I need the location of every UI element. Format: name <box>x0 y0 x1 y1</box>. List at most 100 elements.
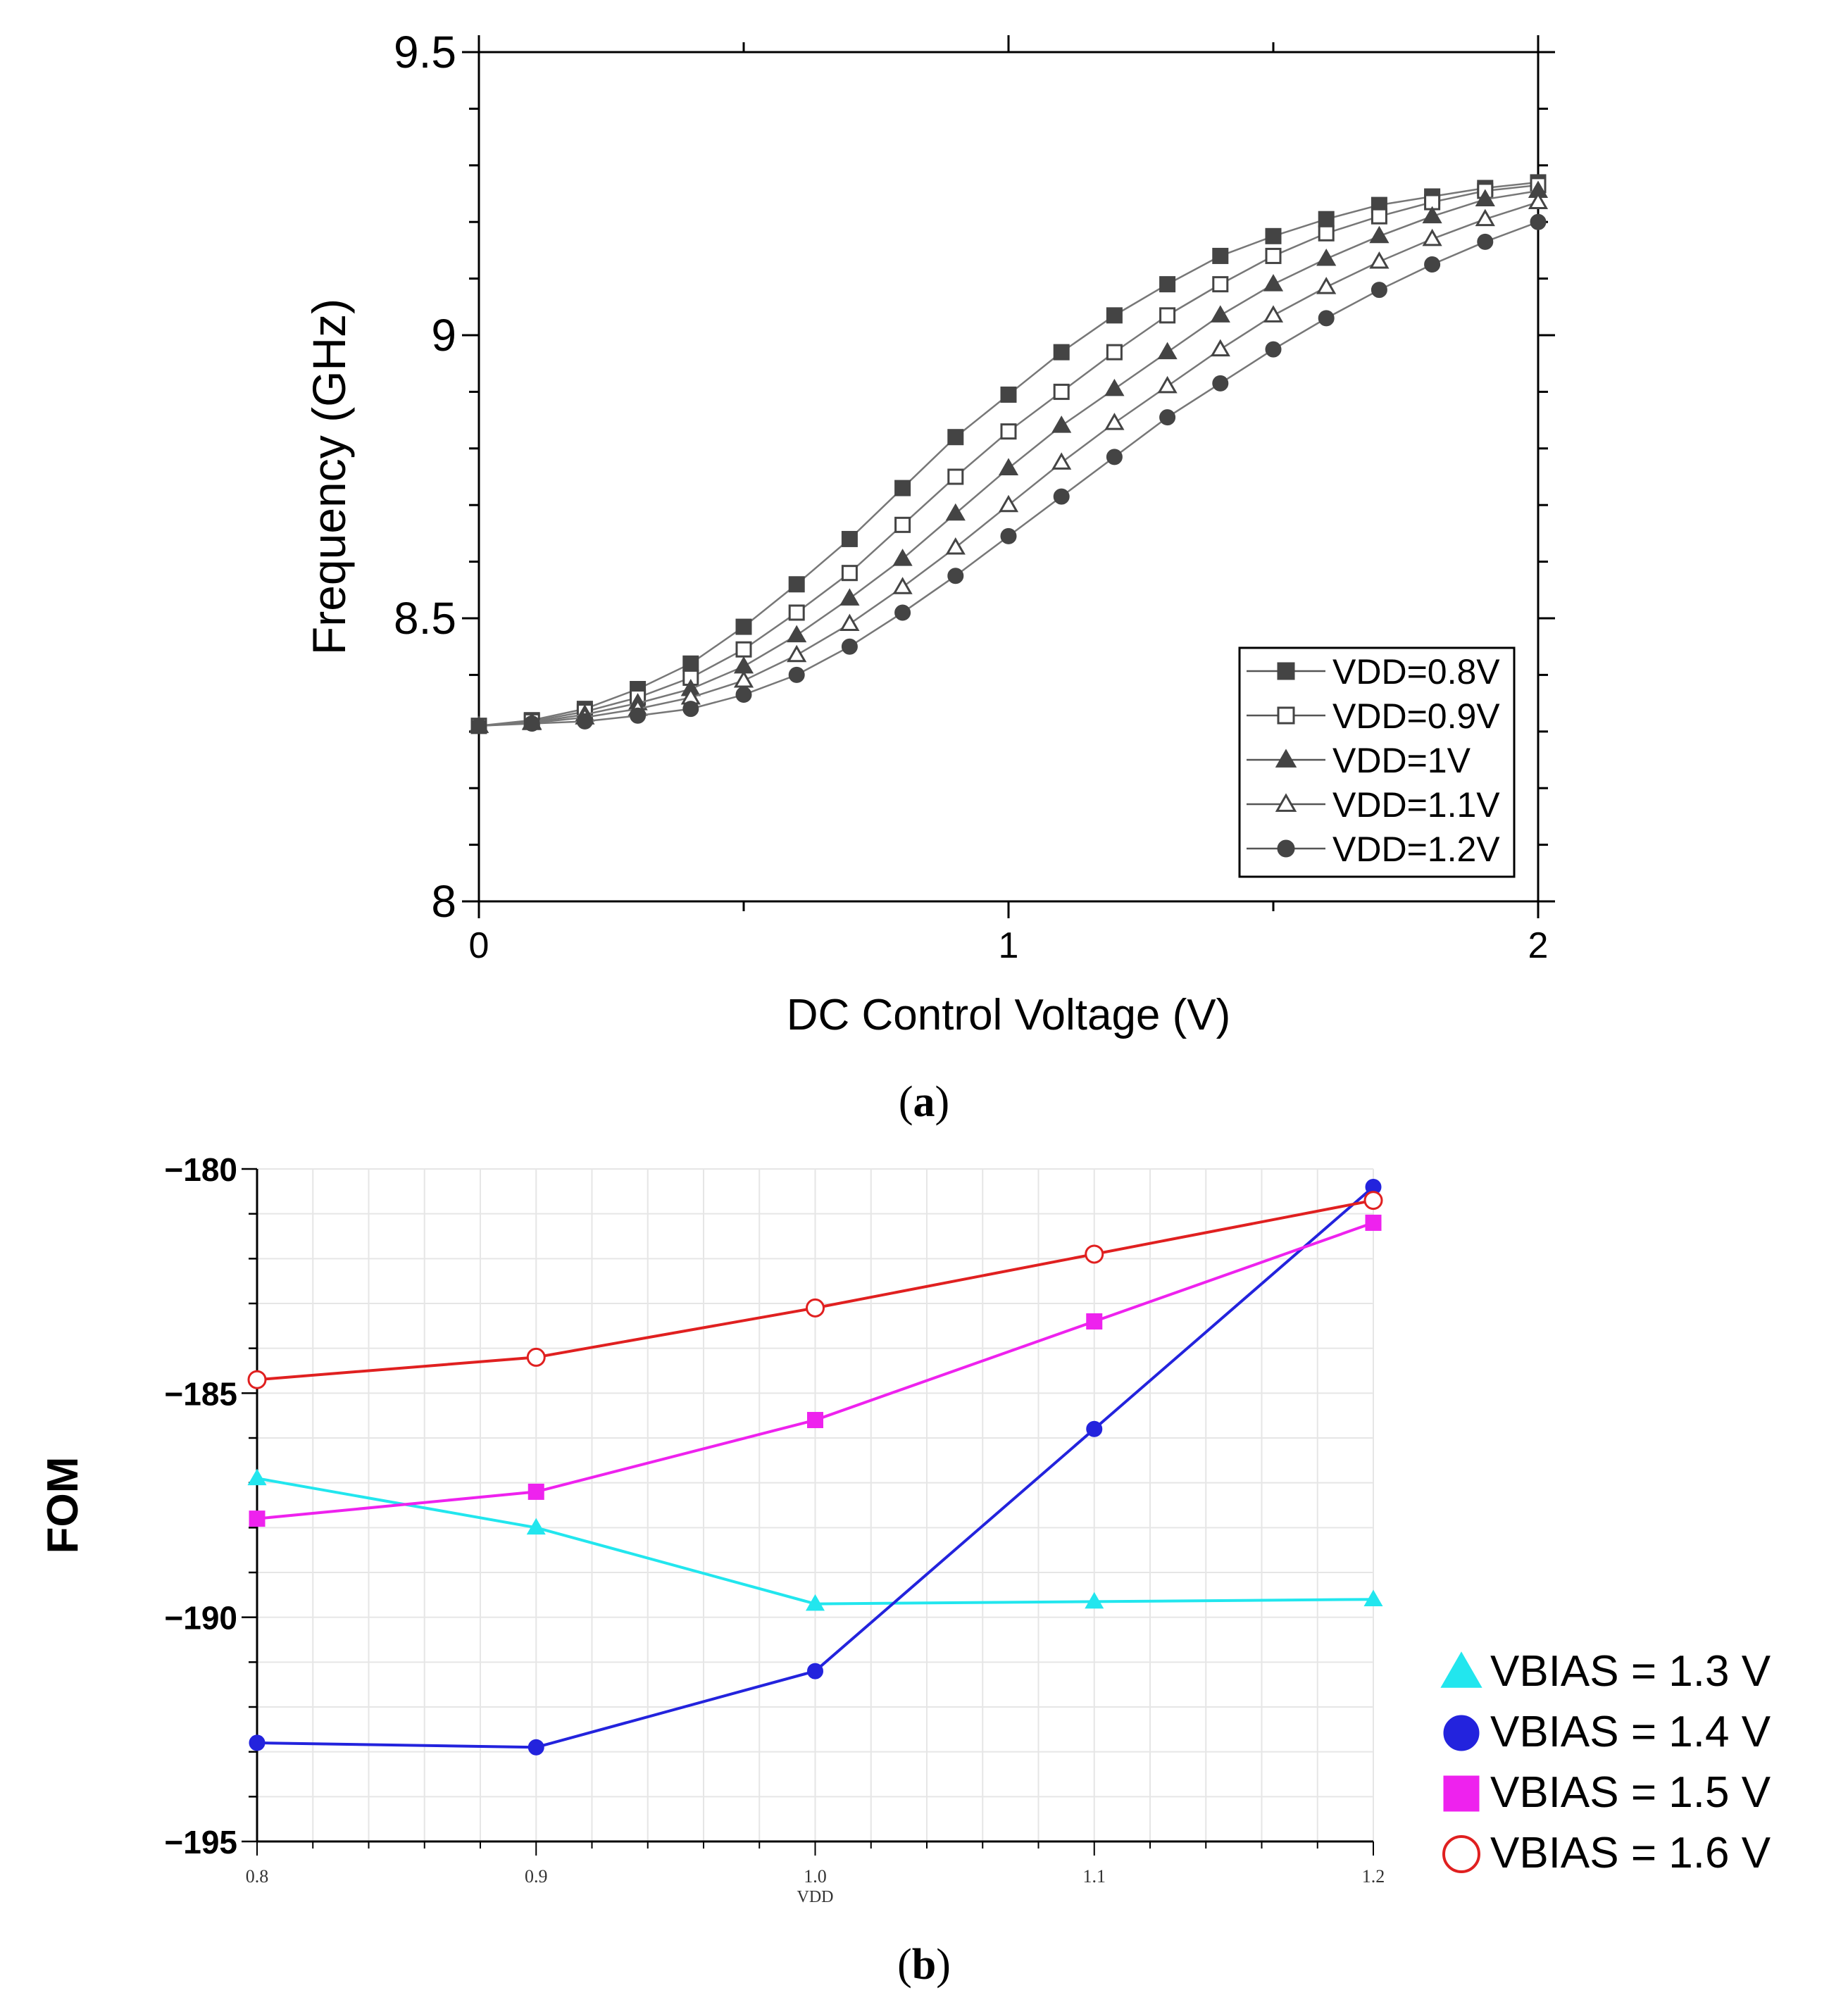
data-point-b <box>526 1518 546 1535</box>
legend-b-label: VBIAS = 1.4 V <box>1490 1707 1771 1756</box>
data-point-a <box>1051 415 1072 433</box>
data-point-a <box>1475 189 1495 207</box>
data-point-a <box>1157 342 1178 360</box>
y-tick-label-b: −195 <box>164 1824 237 1860</box>
y-axis-label-b: FOM <box>39 1457 87 1554</box>
data-point-a <box>1477 233 1494 250</box>
data-point-a <box>733 670 754 688</box>
data-point-b <box>1363 1589 1383 1607</box>
data-point-a <box>1316 248 1337 266</box>
data-point-b <box>526 1347 546 1367</box>
x-tick-label-a: 0 <box>469 925 489 966</box>
data-point-b <box>249 1510 266 1527</box>
legend-b-marker <box>1437 1646 1486 1696</box>
data-point-a <box>1263 305 1284 323</box>
legend-b-marker <box>1437 1707 1486 1756</box>
x-tick-label-b: 0.8 <box>246 1866 269 1887</box>
legend-a-label: VDD=1.2V <box>1332 830 1500 869</box>
chart-a: 8 8.5 9 9.5 0 1 2 DC Control Voltage (V) Frequen… <box>303 27 1555 1039</box>
data-point-a <box>788 604 805 621</box>
legend-a-label: VDD=1.1V <box>1332 785 1500 825</box>
data-point-b <box>805 1594 825 1611</box>
legend-b-item: VBIAS = 1.4 V <box>1437 1701 1771 1762</box>
data-point-a <box>1265 341 1282 358</box>
data-point-b <box>1363 1191 1383 1211</box>
data-point-a <box>1210 305 1230 323</box>
data-point-a <box>1422 228 1442 246</box>
data-point-a <box>894 516 911 533</box>
data-point-a <box>787 625 807 643</box>
legend-a-marker <box>1275 749 1297 768</box>
data-point-a <box>788 576 805 593</box>
legend-b-marker <box>1437 1768 1486 1817</box>
data-point-a <box>894 480 911 496</box>
data-point-a <box>1318 310 1335 327</box>
data-point-a <box>998 494 1019 513</box>
data-point-a <box>839 588 860 606</box>
data-point-a <box>576 713 593 730</box>
y-tick-label-a: 8 <box>431 876 456 927</box>
data-point-a <box>735 687 752 703</box>
data-point-a <box>1104 413 1125 430</box>
data-point-a <box>1424 256 1441 273</box>
legend-b-label: VBIAS = 1.6 V <box>1490 1828 1771 1877</box>
x-tick-label-a: 2 <box>1528 925 1549 966</box>
x-tick-label-b: 0.9 <box>525 1866 548 1887</box>
data-point-a <box>735 618 752 635</box>
legend-a-label: VDD=1V <box>1332 741 1471 780</box>
data-point-a <box>1053 383 1070 400</box>
legend-b-marker-shape <box>1440 1651 1482 1688</box>
data-point-a <box>1528 192 1549 210</box>
data-point-a <box>892 577 913 594</box>
legend-b-label: VBIAS = 1.5 V <box>1490 1768 1771 1817</box>
data-point-a <box>1000 423 1017 440</box>
y-tick-label-b: −185 <box>164 1375 237 1412</box>
data-point-a <box>1371 208 1387 225</box>
legend-a-marker <box>1275 793 1297 812</box>
data-point-a <box>839 613 860 632</box>
y-tick-label-a: 9.5 <box>394 27 456 77</box>
data-point-a <box>1157 375 1178 394</box>
y-tick-label-b: −190 <box>164 1600 237 1637</box>
data-point-a <box>841 565 858 582</box>
legend-a-marker <box>1277 839 1295 858</box>
data-point-b <box>1086 1313 1103 1330</box>
y-axis-label-a: Frequency (GHz) <box>303 299 355 655</box>
legend-a-marker <box>1277 662 1295 680</box>
data-point-a <box>1000 527 1017 544</box>
data-point-a <box>1369 225 1390 244</box>
legend-a-marker <box>1277 706 1295 725</box>
data-point-a <box>947 468 964 485</box>
data-point-a <box>1104 378 1125 396</box>
data-point-b <box>249 1734 266 1751</box>
legend-b-marker-shape <box>1443 1715 1480 1751</box>
data-point-a <box>1422 206 1442 224</box>
legend-b-marker-shape <box>1442 1835 1480 1873</box>
data-point-b <box>807 1663 823 1680</box>
data-point-a <box>1369 251 1390 269</box>
data-point-b <box>806 1298 825 1318</box>
data-point-b <box>807 1412 823 1429</box>
x-axis-label-b: VDD <box>797 1888 834 1906</box>
legend-b-marker <box>1437 1828 1486 1877</box>
data-point-a <box>1053 344 1070 361</box>
y-tick-label-a: 8.5 <box>394 593 456 644</box>
data-point-a <box>945 537 966 555</box>
data-point-a <box>892 549 913 566</box>
data-point-a <box>1212 375 1229 392</box>
data-point-a <box>1106 449 1123 465</box>
data-point-a <box>523 715 540 732</box>
x-tick-label-b: 1.0 <box>804 1866 827 1887</box>
data-point-a <box>1263 274 1284 292</box>
data-point-a <box>1051 452 1072 470</box>
data-point-a <box>1318 225 1335 242</box>
data-point-a <box>1053 488 1070 505</box>
data-point-a <box>1265 247 1282 264</box>
data-point-a <box>1159 409 1176 426</box>
legend-a-label: VDD=0.9V <box>1332 696 1500 736</box>
data-point-a <box>1212 276 1229 293</box>
data-point-a <box>1159 307 1176 324</box>
legend-b-label: VBIAS = 1.3 V <box>1490 1646 1771 1696</box>
data-point-a <box>894 604 911 621</box>
x-tick-label-a: 1 <box>999 925 1019 966</box>
